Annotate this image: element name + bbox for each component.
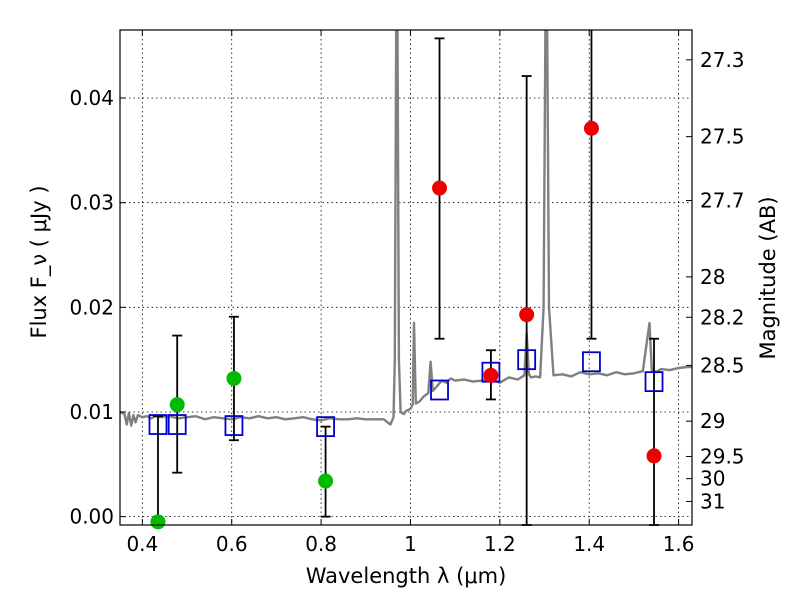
model-spectrum-layer	[120, 30, 692, 427]
model-square	[167, 414, 187, 435]
green-data-point	[318, 473, 334, 489]
mag-tick-label: 28.5	[700, 353, 745, 377]
y-tick-label: 0.02	[69, 295, 114, 319]
red-data-point	[432, 180, 448, 196]
model-square	[224, 415, 244, 436]
x-tick-label: 0.8	[305, 532, 337, 556]
mag-tick-label: 27.5	[700, 125, 745, 149]
mag-tick-label: 27.3	[700, 48, 745, 72]
grid	[120, 30, 692, 525]
red-data-point	[483, 367, 499, 383]
red-data-point	[583, 120, 599, 136]
x-tick-label: 1.6	[663, 532, 695, 556]
mag-tick-label: 30	[700, 467, 725, 491]
model-square	[430, 379, 449, 401]
x-tick-label: 1.2	[484, 532, 516, 556]
x-tick-label: 0.4	[126, 532, 158, 556]
model-square	[644, 371, 664, 393]
plot-frame	[119, 29, 693, 526]
data-points-layer	[150, 120, 662, 530]
y-tick-label: 0.04	[69, 86, 114, 110]
y-tick-label: 0.00	[69, 505, 114, 529]
model-square	[582, 351, 601, 373]
y-tick-label: 0.03	[69, 191, 114, 215]
spectrum-line	[120, 30, 692, 427]
mag-tick-label: 29.5	[700, 444, 745, 468]
x-tick-label: 1.4	[573, 532, 605, 556]
model-square	[148, 414, 168, 435]
y-axis-label: Flux F_ν ( μJy )	[27, 185, 52, 338]
green-data-point	[226, 370, 242, 386]
green-data-point	[169, 397, 185, 413]
mag-tick-label: 28.2	[700, 305, 745, 329]
y-tick-label: 0.01	[69, 400, 114, 424]
x-tick-label: 0.6	[216, 532, 248, 556]
error-bars-layer	[152, 30, 660, 526]
mag-tick-label: 28	[700, 265, 725, 289]
ticks-layer: 0.4 0.6 0.8 1 1.2 1.4 1.6 0.00 0.01 0.02 0.03 0.04 2…	[69, 30, 745, 556]
red-data-point	[519, 307, 535, 323]
green-data-point	[150, 514, 166, 530]
x-tick-label: 1	[404, 532, 417, 556]
model-square	[316, 416, 335, 438]
mag-tick-label: 31	[700, 489, 725, 513]
right-axis-label: Magnitude (AB)	[756, 196, 780, 359]
model-band-squares-layer	[148, 349, 664, 438]
red-data-point	[646, 448, 662, 464]
model-square	[517, 349, 537, 371]
mag-tick-label: 29	[700, 409, 725, 433]
x-axis-label: Wavelength λ (μm)	[306, 564, 507, 588]
mag-tick-label: 27.7	[700, 189, 745, 213]
